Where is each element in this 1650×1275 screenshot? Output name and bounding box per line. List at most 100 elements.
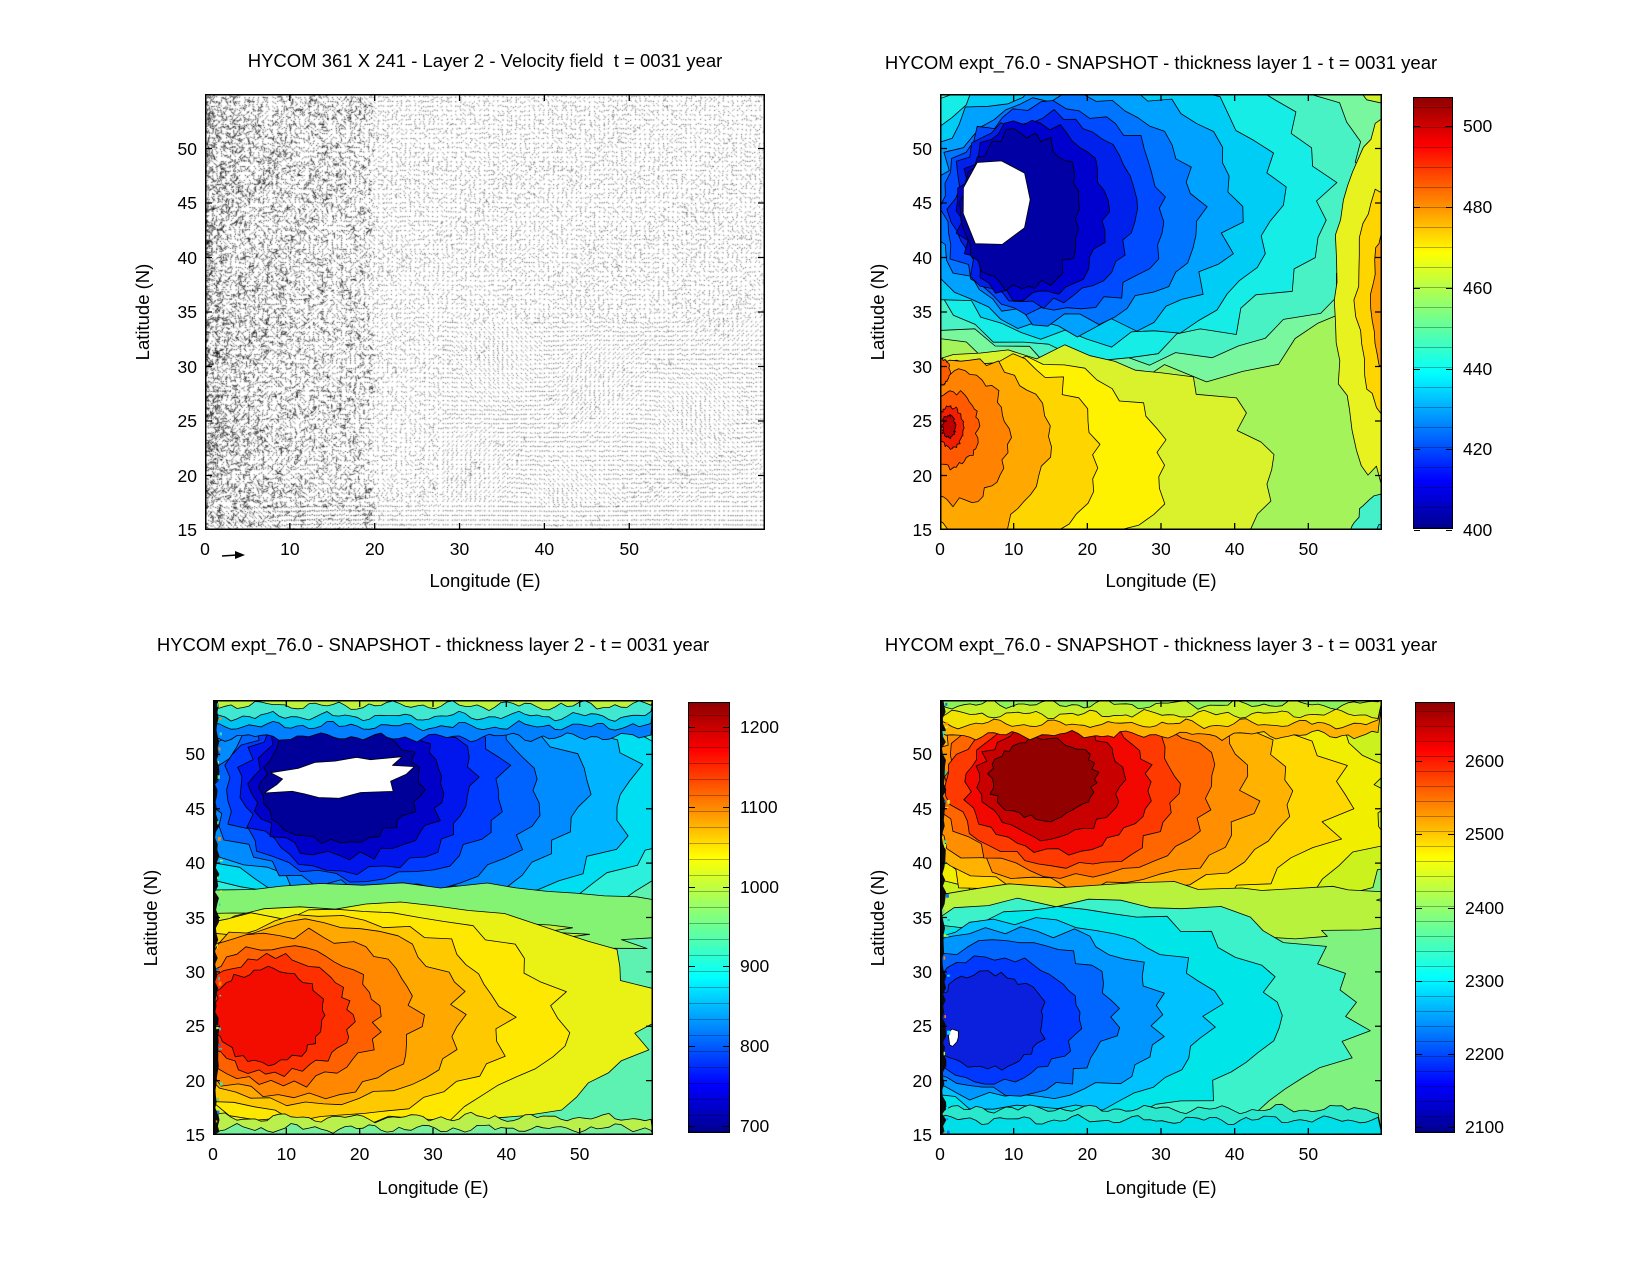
y-tick-label: 40 — [177, 247, 197, 268]
x-tick-label: 30 — [423, 1144, 443, 1164]
x-axis-label: Longitude (E) — [429, 570, 541, 591]
x-tick-label: 10 — [1003, 1144, 1024, 1164]
colorbar-tick-label: 500 — [1463, 116, 1493, 137]
boundary-speck — [943, 956, 946, 960]
boundary-speck — [218, 976, 220, 981]
boundary-speck — [219, 890, 223, 893]
boundary-speck — [218, 1043, 221, 1046]
colorbar-tick-mark — [1414, 126, 1420, 128]
boundary-speck — [219, 732, 222, 736]
velocity-arrows-canvas — [205, 94, 765, 530]
y-tick-label: 20 — [912, 1070, 932, 1091]
boundary-speck — [216, 1025, 219, 1030]
colorbar-tick-label: 900 — [740, 956, 770, 977]
boundary-speck — [947, 919, 950, 921]
colorbar-tick-mark — [1448, 1126, 1454, 1128]
colorbar-tick-mark — [723, 966, 729, 968]
boundary-speck — [217, 1097, 219, 1101]
y-tick-label: 35 — [912, 302, 932, 322]
x-tick-label: 50 — [1298, 539, 1319, 559]
colorbar-tick-mark — [1416, 907, 1422, 909]
contour-band — [940, 357, 951, 386]
boundary-speck — [943, 733, 945, 738]
colorbar-tick-label: 1200 — [740, 716, 779, 737]
boundary-speck — [219, 949, 222, 953]
x-tick-label: 20 — [1077, 1144, 1098, 1164]
colorbar-tick-mark — [1446, 287, 1452, 289]
plot-border — [205, 94, 765, 530]
colorbar: 400 420 440 460 480 500 — [1413, 97, 1492, 540]
colorbar-tick-mark — [1416, 980, 1422, 982]
colorbar-tick-mark — [1414, 207, 1420, 208]
boundary-speck — [217, 944, 219, 949]
colorbar-tick-label: 2600 — [1465, 751, 1504, 772]
colorbar-tick-mark — [689, 966, 695, 968]
colorbar-tick-mark — [1416, 834, 1422, 836]
colorbar-tick-label: 440 — [1463, 358, 1493, 379]
thickness-layer2-plot: HYCOM expt_76.0 - SNAPSHOT - thickness l… — [140, 634, 779, 1198]
y-tick-label: 40 — [185, 853, 205, 874]
colorbar-tick-mark — [1446, 126, 1452, 128]
boundary-speck — [942, 731, 946, 734]
boundary-speck — [218, 981, 222, 986]
thickness-layer3-plot: HYCOM expt_76.0 - SNAPSHOT - thickness l… — [867, 634, 1504, 1198]
colorbar-tick-mark — [1416, 761, 1422, 763]
colorbar-tick-mark — [723, 1126, 729, 1128]
boundary-speck — [219, 1082, 223, 1086]
contour-band — [1370, 230, 1382, 368]
boundary-speck — [217, 775, 220, 779]
colorbar-tick-label: 2300 — [1465, 970, 1504, 991]
velocity-field-plot: HYCOM 361 X 241 - Layer 2 - Velocity fie… — [132, 50, 765, 591]
y-tick-label: 15 — [912, 520, 932, 540]
x-tick-label: 0 — [935, 539, 945, 559]
colorbar-contour-segments — [1414, 98, 1452, 528]
x-tick-label: 30 — [1151, 1144, 1171, 1164]
colorbar-contour-segments — [1416, 703, 1454, 1132]
plot-title: HYCOM expt_76.0 - SNAPSHOT - thickness l… — [884, 52, 1438, 73]
colorbar: 700 800 900 1000 1100 1200 — [688, 702, 779, 1136]
y-tick-label: 45 — [177, 193, 197, 213]
boundary-speck — [217, 876, 220, 880]
colorbar-tick-label: 700 — [740, 1116, 770, 1137]
y-tick-label: 25 — [177, 411, 197, 431]
boundary-speck — [946, 894, 949, 898]
colorbar-tick-mark — [1446, 530, 1452, 531]
boundary-speck — [218, 717, 222, 720]
contour-band — [1353, 188, 1382, 419]
colorbar-tick-mark — [689, 1126, 695, 1128]
y-tick-label: 30 — [912, 356, 932, 377]
colorbar-tick-label: 2400 — [1465, 897, 1504, 918]
y-tick-label: 40 — [912, 853, 932, 874]
x-tick-label: 30 — [1151, 539, 1171, 559]
colorbar: 2100 2200 2300 2400 2500 2600 — [1415, 702, 1504, 1137]
x-axis-label: Longitude (E) — [1105, 570, 1217, 591]
boundary-speck — [945, 770, 947, 775]
boundary-speck — [217, 703, 219, 707]
colorbar-tick-mark — [723, 806, 729, 808]
y-tick-label: 45 — [185, 798, 205, 819]
colorbar-tick-mark — [1448, 907, 1454, 909]
colorbar-tick-mark — [1414, 449, 1420, 451]
outcropping-white-region — [948, 1028, 959, 1047]
boundary-speck — [944, 800, 947, 803]
boundary-speck — [947, 927, 949, 930]
boundary-speck — [217, 837, 221, 841]
boundary-speck — [220, 744, 223, 746]
boundary-speck — [217, 821, 219, 825]
colorbar-tick-mark — [1416, 1053, 1422, 1055]
x-tick-label: 0 — [200, 539, 210, 559]
x-tick-label: 50 — [1298, 1144, 1319, 1164]
contour-band — [987, 736, 1100, 823]
boundary-speck — [945, 934, 949, 938]
y-tick-label: 25 — [185, 1016, 205, 1037]
colorbar-tick-label: 2200 — [1465, 1043, 1504, 1064]
colorbar-tick-mark — [689, 1046, 695, 1048]
thickness-layer1-plot: HYCOM expt_76.0 - SNAPSHOT - thickness l… — [867, 52, 1492, 591]
boundary-speck — [947, 799, 950, 804]
boundary-speck — [945, 807, 949, 808]
boundary-speck — [218, 903, 221, 906]
colorbar-tick-mark — [689, 886, 695, 888]
boundary-speck — [943, 909, 945, 912]
colorbar-tick-mark — [1414, 287, 1420, 289]
